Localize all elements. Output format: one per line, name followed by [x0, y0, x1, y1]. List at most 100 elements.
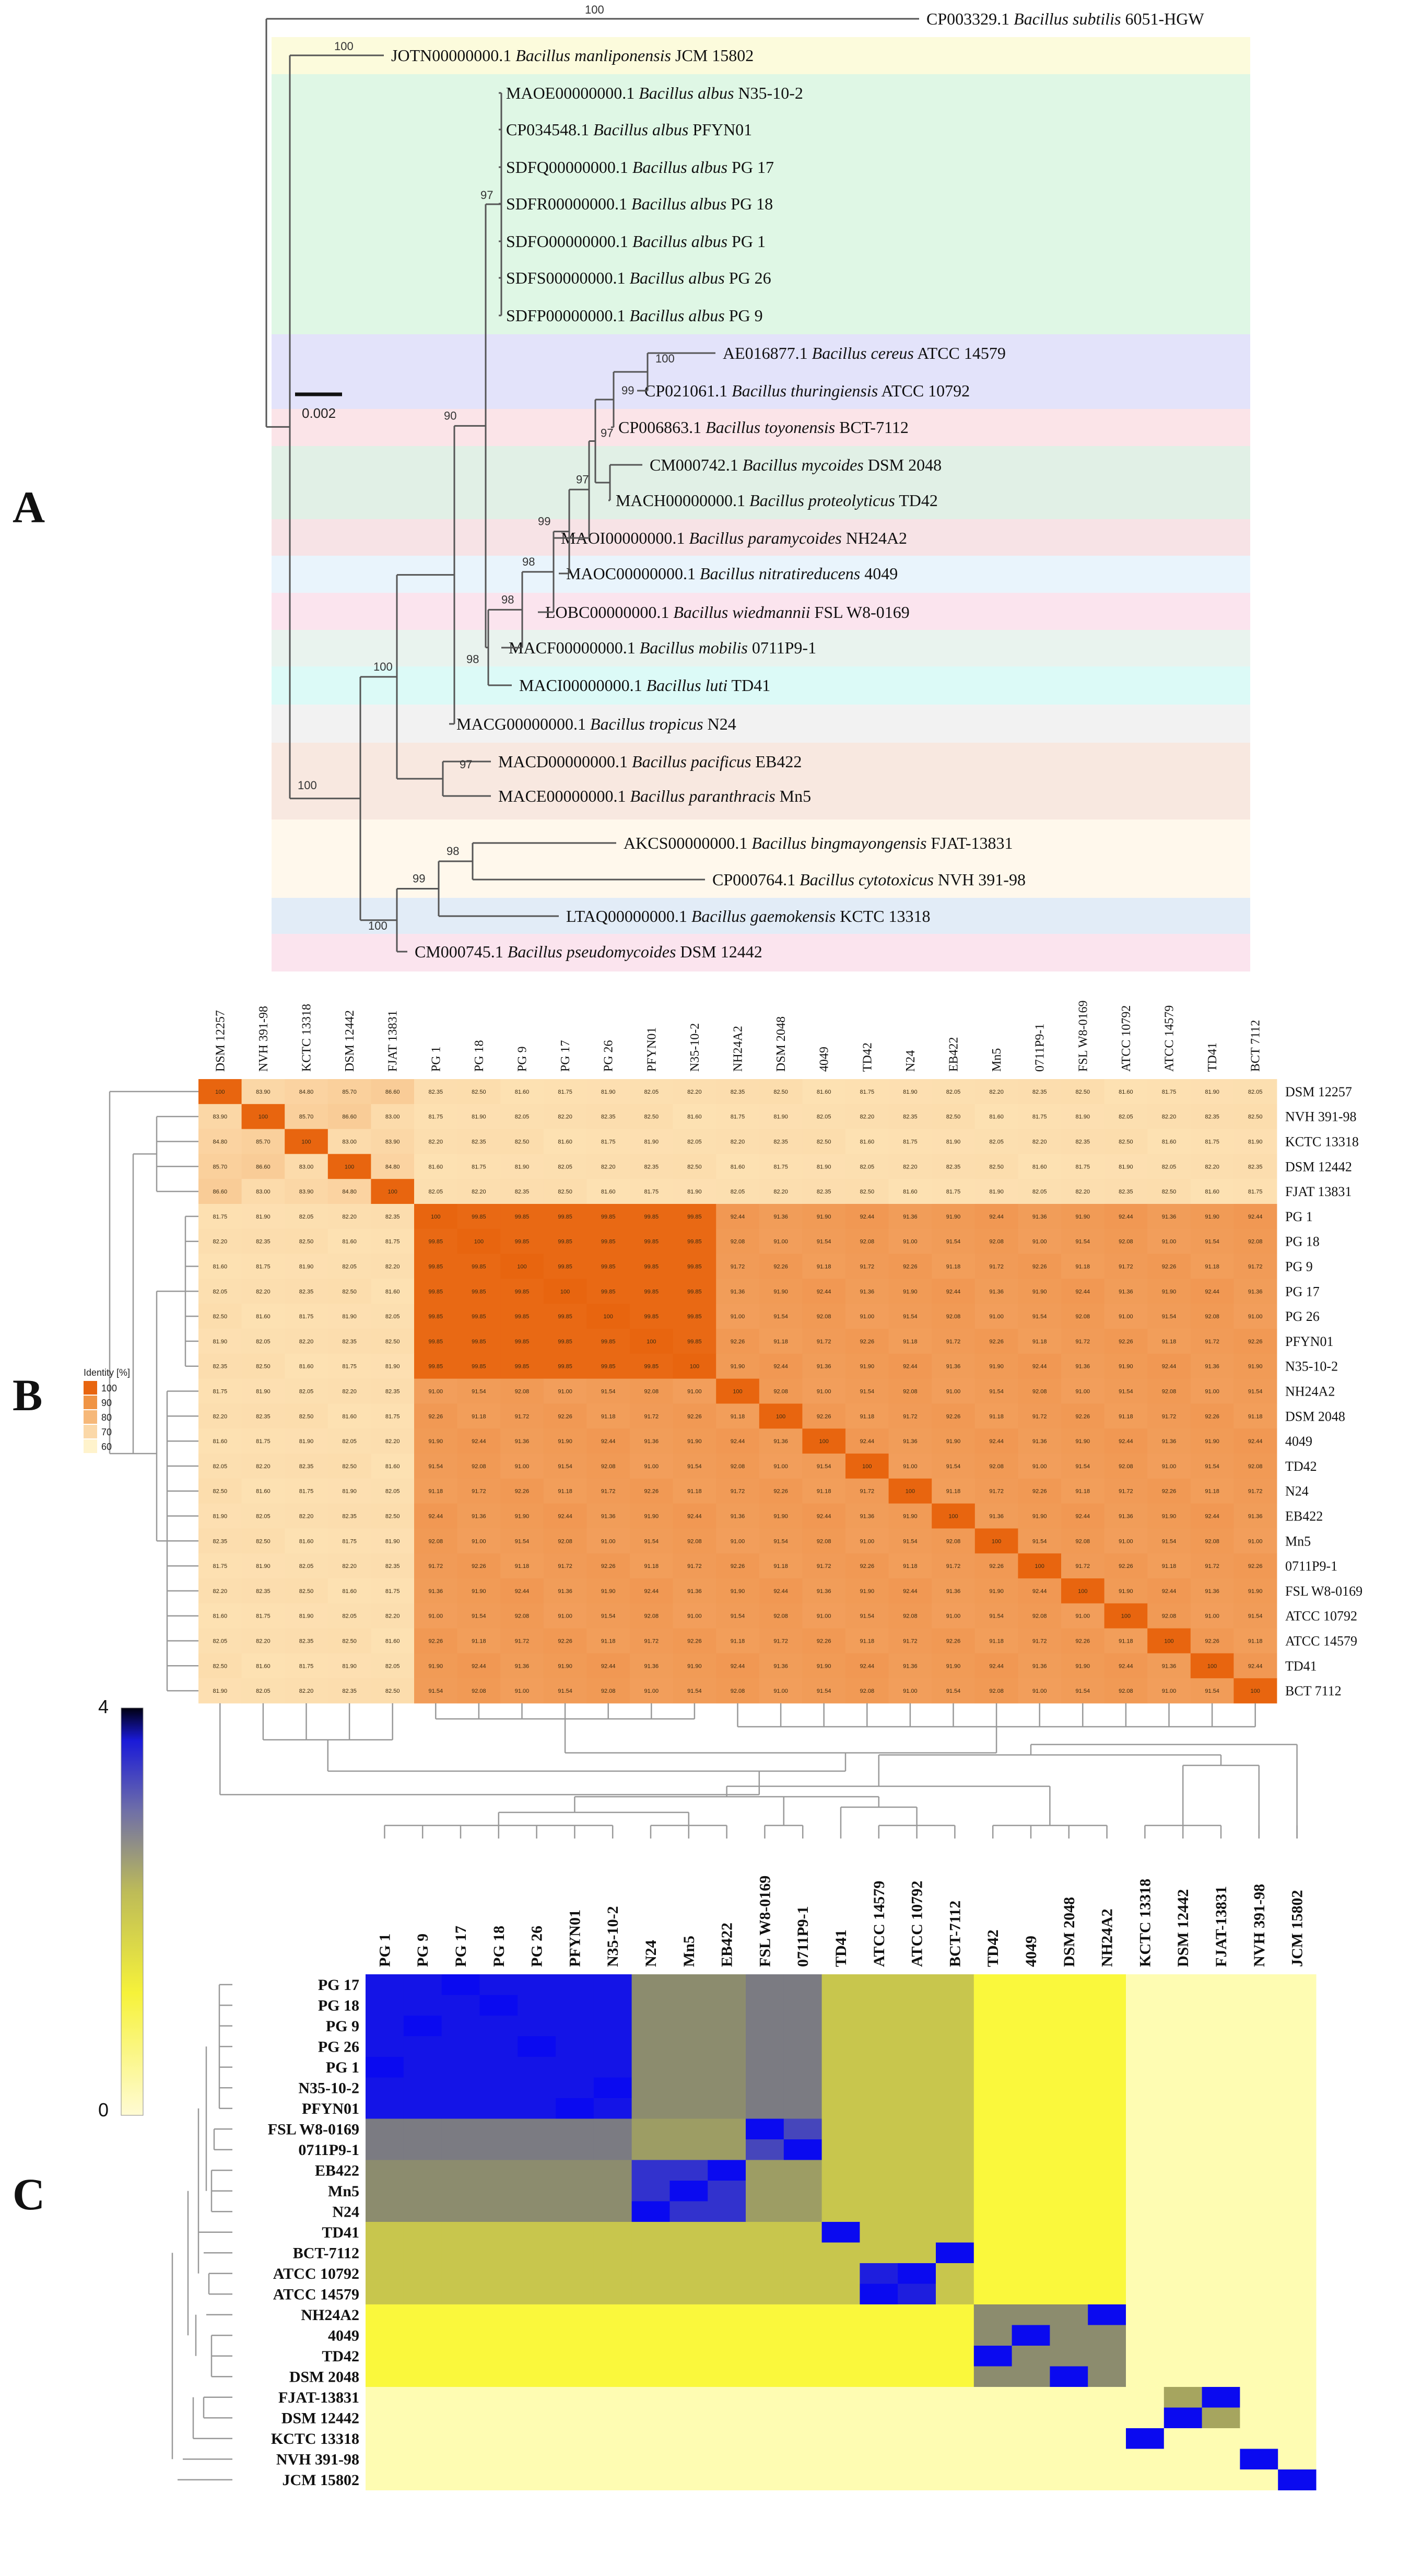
similarity-cell: [1126, 2077, 1165, 2099]
identity-cell: [371, 1678, 415, 1704]
identity-cell: [630, 1678, 673, 1704]
identity-cell-value: 99.85: [515, 1289, 530, 1295]
column-label: PG 1: [429, 1046, 443, 1072]
similarity-cell: [366, 2139, 404, 2160]
column-label: DSM 2048: [774, 1016, 788, 1072]
similarity-cell: [631, 2407, 670, 2429]
similarity-cell: [669, 2036, 708, 2057]
identity-cell: [586, 1179, 630, 1204]
identity-cell: [371, 1653, 415, 1679]
identity-cell-value: 92.08: [773, 1389, 788, 1395]
identity-cell-value: 91.90: [601, 1588, 616, 1595]
similarity-cell: [479, 2139, 518, 2160]
identity-cell: [716, 1653, 760, 1679]
similarity-cell: [783, 2346, 822, 2367]
identity-cell-value: 81.90: [256, 1389, 271, 1395]
column-label: N24: [904, 1050, 918, 1072]
similarity-cell: [1012, 2160, 1050, 2181]
identity-cell-value: 91.18: [1205, 1489, 1219, 1495]
similarity-cell: [1050, 2469, 1088, 2490]
identity-cell: [1061, 1653, 1104, 1679]
identity-cell-value: 82.05: [342, 1438, 357, 1445]
leaf-label: CP021061.1 Bacillus thuringiensis ATCC 1…: [644, 381, 970, 400]
identity-cell: [759, 1653, 803, 1679]
identity-cell-value: 82.50: [213, 1314, 228, 1320]
identity-cell: [974, 1204, 1018, 1230]
identity-cell-value: 91.90: [1248, 1588, 1263, 1595]
similarity-cell: [1050, 2304, 1088, 2325]
identity-cell: [1018, 1603, 1062, 1629]
identity-cell-value: 92.44: [1076, 1289, 1090, 1295]
identity-cell-value: 91.36: [1119, 1514, 1133, 1520]
similarity-cell: [518, 2366, 556, 2387]
row-label: ATCC 14579: [273, 2286, 359, 2303]
similarity-cell: [1240, 1995, 1278, 2016]
identity-cell: [888, 1478, 932, 1504]
identity-cell-value: 100: [560, 1289, 570, 1295]
similarity-cell: [1050, 2449, 1088, 2470]
identity-cell: [802, 1454, 846, 1479]
identity-cell: [500, 1179, 544, 1204]
similarity-cell: [556, 2284, 594, 2305]
similarity-cell: [1202, 2242, 1240, 2264]
identity-cell: [285, 1578, 328, 1604]
identity-cell-value: 91.18: [1119, 1638, 1133, 1645]
similarity-cell: [973, 2036, 1013, 2057]
similarity-cell: [631, 2449, 670, 2470]
identity-cell-value: 91.72: [946, 1339, 961, 1345]
leaf-accession: CP034548.1: [506, 120, 593, 139]
identity-cell: [759, 1353, 803, 1379]
identity-cell-value: 82.35: [299, 1463, 314, 1470]
row-label: FSL W8-0169: [268, 2121, 359, 2138]
identity-cell: [1061, 1503, 1104, 1529]
identity-cell: [845, 1478, 889, 1504]
similarity-cell: [936, 2469, 974, 2490]
identity-cell-value: 91.36: [860, 1514, 875, 1520]
row-label: NH24A2: [301, 2306, 359, 2324]
similarity-cell: [898, 2036, 936, 2057]
identity-cell-value: 91.90: [817, 1214, 831, 1220]
identity-cell: [845, 1403, 889, 1429]
leaf-label: JOTN00000000.1 Bacillus manliponensis JC…: [391, 46, 754, 65]
leaf-label: SDFR00000000.1 Bacillus albus PG 18: [506, 194, 773, 213]
identity-cell-value: 82.35: [342, 1339, 357, 1345]
clade-band: [272, 409, 1250, 446]
identity-cell-value: 92.08: [1205, 1314, 1219, 1320]
identity-cell-value: 91.00: [1119, 1314, 1133, 1320]
identity-cell-value: 81.60: [817, 1089, 831, 1095]
identity-cell-value: 99.85: [558, 1264, 572, 1270]
similarity-cell: [669, 2469, 708, 2490]
identity-cell-value: 91.90: [946, 1438, 961, 1445]
identity-cell: [241, 1378, 285, 1404]
identity-cell: [1190, 1179, 1234, 1204]
identity-cell-value: 91.54: [773, 1314, 788, 1320]
similarity-cell: [593, 2387, 632, 2408]
similarity-cell: [593, 2201, 632, 2222]
identity-cell-value: 91.54: [860, 1613, 875, 1620]
identity-cell-value: 82.50: [817, 1139, 831, 1145]
row-label: PG 17: [1285, 1284, 1320, 1299]
similarity-cell: [556, 2469, 594, 2490]
identity-cell: [673, 1079, 716, 1105]
similarity-cell: [518, 2222, 556, 2243]
leaf-label: SDFQ00000000.1 Bacillus albus PG 17: [506, 158, 774, 177]
similarity-cell: [631, 2139, 670, 2160]
identity-cell-value: 91.72: [1162, 1413, 1177, 1420]
identity-cell: [371, 1403, 415, 1429]
identity-cell: [414, 1179, 457, 1204]
identity-cell-value: 81.60: [860, 1139, 875, 1145]
identity-cell: [802, 1503, 846, 1529]
identity-cell-value: 91.00: [515, 1463, 530, 1470]
identity-cell-value: 82.05: [213, 1463, 228, 1470]
leaf-accession: LOBC00000000.1: [545, 603, 673, 622]
column-label: N35-10-2: [688, 1023, 702, 1072]
similarity-cell: [403, 2428, 442, 2449]
similarity-cell: [936, 2098, 974, 2119]
similarity-cell: [479, 2242, 518, 2264]
identity-cell-value: 82.20: [342, 1389, 357, 1395]
identity-cell-value: 91.54: [601, 1613, 616, 1620]
identity-cell: [198, 1079, 242, 1105]
identity-cell: [543, 1179, 587, 1204]
similarity-cell: [1240, 2407, 1278, 2429]
similarity-cell: [556, 2407, 594, 2429]
